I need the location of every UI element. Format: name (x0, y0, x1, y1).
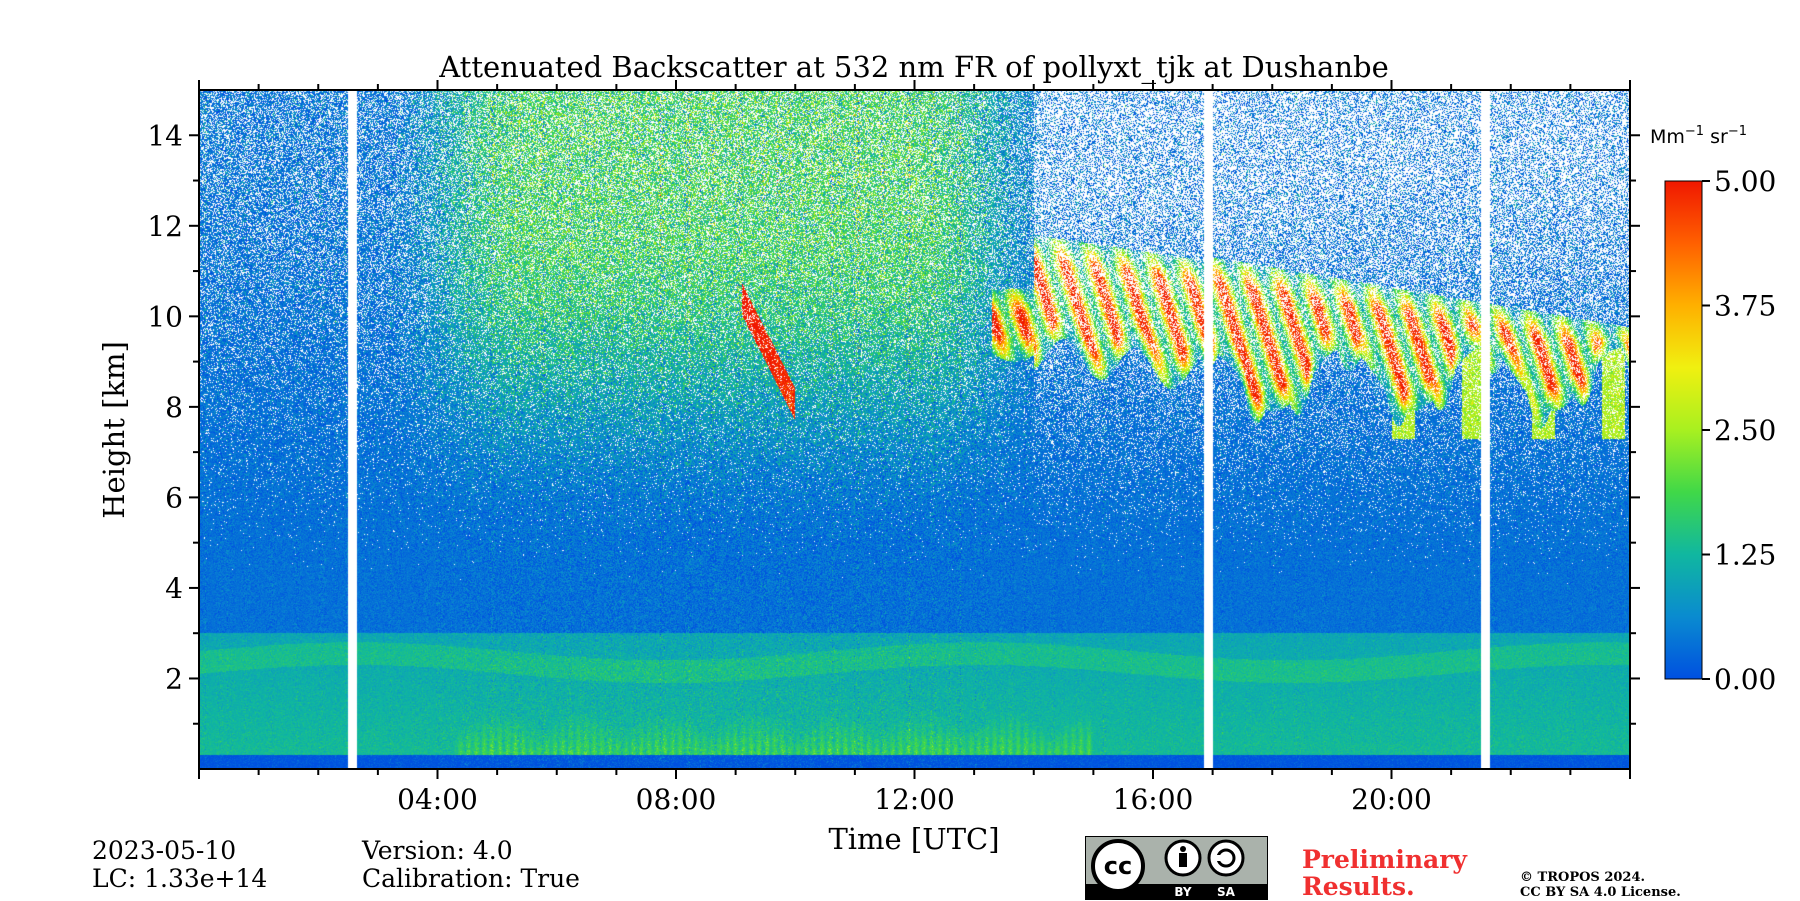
copyright-line-2: CC BY SA 4.0 License. (1520, 885, 1681, 900)
preliminary-line-1: Preliminary (1302, 845, 1467, 874)
attribution-icon (1164, 839, 1202, 877)
svg-text:cc: cc (1104, 852, 1132, 880)
colorbar-unit: Mm−1 sr−1 (1650, 124, 1747, 148)
svg-text:SA: SA (1217, 885, 1236, 899)
x-tick-label: 04:00 (397, 783, 478, 816)
preliminary-line-2: Results. (1302, 872, 1415, 901)
y-tick-label: 6 (165, 481, 183, 514)
colorbar-ticks: 0.00 1.25 2.50 3.75 5.00 (1702, 165, 1776, 696)
y-tick-label: 12 (147, 210, 183, 243)
measurement-date: 2023-05-10 (92, 836, 237, 865)
x-axis-label: Time [UTC] (828, 822, 999, 856)
colorbar-tick-label: 3.75 (1714, 290, 1776, 323)
calibration-status: Calibration: True (362, 864, 580, 893)
x-tick-label: 16:00 (1113, 783, 1194, 816)
cc-by-sa-license-badge: cc BY SA (1085, 836, 1268, 900)
preliminary-notice: Preliminary Results. (1302, 846, 1467, 900)
y-tick-label: 14 (147, 119, 183, 152)
copyright-notice: © TROPOS 2024. CC BY SA 4.0 License. (1520, 870, 1681, 900)
x-axis: 04:00 08:00 12:00 16:00 20:00 (198, 80, 1631, 816)
colorbar-tick-label: 2.50 (1714, 414, 1776, 447)
colorbar-tick-label: 1.25 (1714, 539, 1776, 572)
plot-frame (198, 89, 1631, 770)
cc-icon: cc (1091, 839, 1145, 893)
x-tick-label: 12:00 (874, 783, 955, 816)
colorbar-tick-label: 5.00 (1714, 165, 1776, 198)
copyright-line-1: © TROPOS 2024. (1520, 870, 1646, 885)
y-tick-label: 8 (165, 391, 183, 424)
y-tick-label: 10 (147, 300, 183, 333)
x-tick-label: 08:00 (636, 783, 717, 816)
colorbar (1664, 180, 1703, 680)
y-tick-label: 4 (165, 572, 183, 605)
share-alike-icon (1207, 839, 1245, 877)
y-axis: 2 4 6 8 10 12 14 (147, 119, 1640, 725)
x-tick-label: 20:00 (1351, 783, 1432, 816)
processing-version: Version: 4.0 (362, 836, 513, 865)
colorbar-tick-label: 0.00 (1714, 663, 1776, 696)
y-axis-label: Height [km] (97, 341, 131, 519)
lidar-constant: LC: 1.33e+14 (92, 864, 268, 893)
y-tick-label: 2 (165, 662, 183, 695)
chart-title: Attenuated Backscatter at 532 nm FR of p… (438, 50, 1388, 85)
svg-text:BY: BY (1174, 885, 1191, 899)
backscatter-heatmap (199, 90, 1630, 769)
